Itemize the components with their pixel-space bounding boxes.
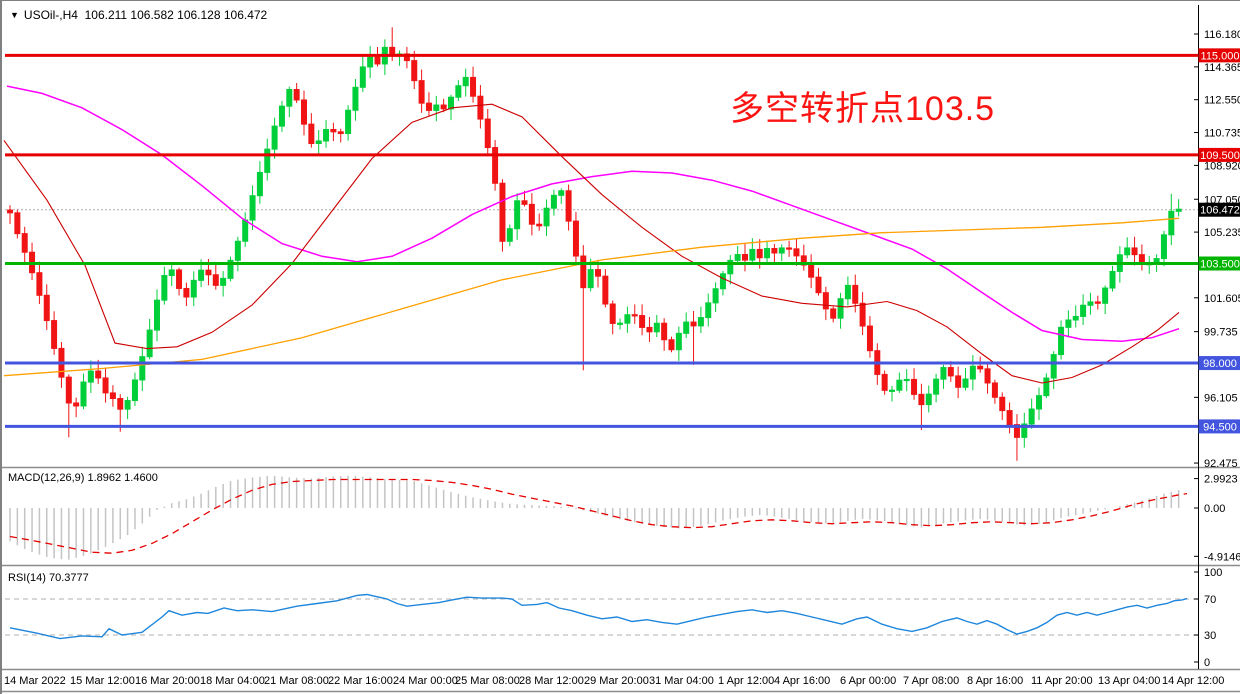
- price-tick-label: 92.475: [1204, 458, 1238, 470]
- macd-histogram: [9, 475, 1180, 560]
- price-tick-label: 114.365: [1204, 62, 1240, 74]
- rsi-pane[interactable]: 100 70 30 0: [5, 567, 1222, 669]
- ma-red-line: [3, 103, 1180, 384]
- level-109.500-badge-bg: [1198, 147, 1240, 162]
- current-price-badge: 106.472: [1200, 205, 1240, 217]
- price-tick-label: 116.180: [1204, 29, 1240, 41]
- time-axis[interactable]: 14 Mar 2022 15 Mar 12:00 16 Mar 20:00 18 Ma…: [4, 675, 1224, 687]
- symbol-timeframe: USOil-,H4: [23, 8, 78, 22]
- rsi-tick-label: 70: [1204, 594, 1216, 606]
- time-tick-label: 15 Mar 12:00: [70, 675, 135, 687]
- candlestick-series[interactable]: [7, 27, 1182, 461]
- time-tick-label: 18 Mar 04:00: [200, 675, 265, 687]
- time-tick-label: 24 Mar 00:00: [393, 675, 458, 687]
- level-94.500-badge-bg: [1198, 419, 1240, 434]
- level-103.500-badge-bg: [1198, 256, 1240, 271]
- time-tick-label: 25 Mar 08:00: [455, 675, 520, 687]
- price-tick-label: 110.735: [1204, 128, 1240, 140]
- time-tick-label: 14 Mar 2022: [4, 675, 66, 687]
- macd-tick-label: 0.00: [1204, 503, 1225, 515]
- ma-magenta-line: [6, 85, 1180, 343]
- price-tick-label: 108.920: [1204, 160, 1240, 172]
- time-tick-label: 22 Mar 16:00: [328, 675, 393, 687]
- time-tick-label: 1 Apr 12:00: [718, 675, 774, 687]
- macd-pane[interactable]: 2.9923 0.00 -4.9146: [9, 474, 1240, 564]
- level-115.000-badge: 115.000: [1201, 50, 1240, 62]
- time-tick-label: 29 Mar 20:00: [584, 675, 649, 687]
- price-tick-label: 99.735: [1204, 327, 1238, 339]
- price-tick-label: 105.235: [1204, 227, 1240, 239]
- rsi-tick-label: 0: [1204, 657, 1210, 669]
- time-tick-label: 8 Apr 16:00: [967, 675, 1023, 687]
- macd-signal-line: [9, 478, 1188, 554]
- time-tick-label: 4 Apr 16:00: [774, 675, 830, 687]
- price-tick-label: 96.105: [1204, 392, 1238, 404]
- level-98.000-badge-bg: [1198, 356, 1240, 371]
- trade-note-annotation[interactable]: 多空转折点103.5: [730, 90, 996, 128]
- rsi-indicator-label: RSI(14) 70.3777: [8, 572, 89, 584]
- macd-tick-label: 2.9923: [1204, 474, 1238, 486]
- time-tick-label: 6 Apr 00:00: [840, 675, 896, 687]
- macd-tick-label: -4.9146: [1204, 551, 1240, 563]
- time-tick-label: 31 Mar 04:00: [649, 675, 714, 687]
- price-axis[interactable]: 116.180114.365112.550110.735108.920107.0…: [1194, 29, 1240, 470]
- level-103.500-badge: 103.500: [1200, 259, 1240, 271]
- level-98.000-badge: 98.000: [1203, 358, 1237, 370]
- level-115.000-badge-bg: [1198, 48, 1240, 63]
- collapse-icon[interactable]: ▼: [10, 10, 19, 20]
- current-price-badge-bg: [1198, 202, 1240, 217]
- price-pane[interactable]: [3, 27, 1198, 461]
- time-tick-label: 11 Apr 20:00: [1031, 675, 1093, 687]
- time-tick-label: 28 Mar 12:00: [519, 675, 584, 687]
- chart-title: ▼ USOil-,H4 106.211 106.582 106.128 106.4…: [10, 8, 267, 22]
- time-tick-label: 21 Mar 08:00: [264, 675, 329, 687]
- time-tick-label: 16 Mar 20:00: [135, 675, 200, 687]
- price-tick-label: 101.605: [1204, 293, 1240, 305]
- rsi-tick-label: 100: [1204, 567, 1222, 579]
- rsi-tick-label: 30: [1204, 630, 1216, 642]
- time-tick-label: 14 Apr 12:00: [1162, 675, 1224, 687]
- macd-indicator-label: MACD(12,26,9) 1.8962 1.4600: [8, 472, 158, 484]
- price-tick-label: 112.550: [1204, 95, 1240, 107]
- level-109.500-badge: 109.500: [1200, 150, 1240, 162]
- time-tick-label: 13 Apr 04:00: [1098, 675, 1160, 687]
- ma-orange-line: [3, 217, 1180, 377]
- time-tick-label: 7 Apr 08:00: [903, 675, 959, 687]
- ohlc-readout: 106.211 106.582 106.128 106.472: [84, 8, 268, 22]
- rsi-line: [9, 593, 1188, 640]
- level-94.500-badge: 94.500: [1203, 421, 1237, 433]
